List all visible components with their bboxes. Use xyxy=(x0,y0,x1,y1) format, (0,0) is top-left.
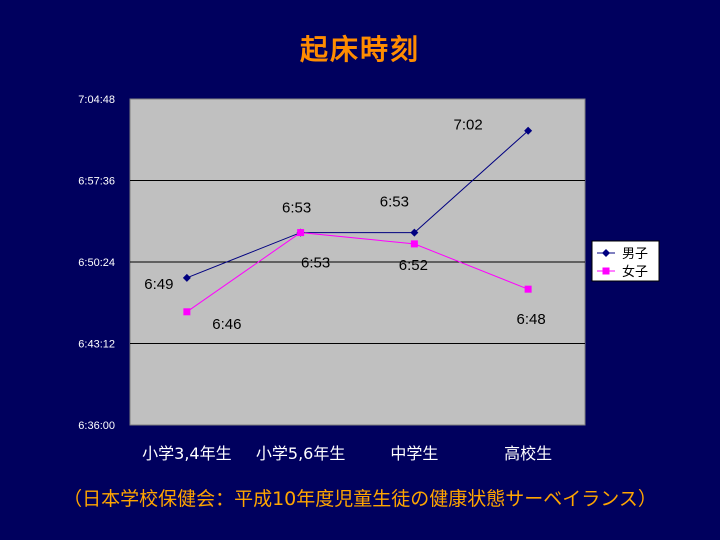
legend: 男子 女子 xyxy=(591,240,660,282)
y-tick-label: 7:04:48 xyxy=(78,94,115,106)
data-labels: 6:49 6:53 6:53 7:02 6:46 6:53 6:52 6:48 xyxy=(144,117,545,333)
x-tick-label: 小学3,4年生 xyxy=(142,444,231,463)
data-label: 6:52 xyxy=(399,257,428,274)
legend-marker-boys xyxy=(602,249,610,257)
chart-title: 起床時刻 xyxy=(299,33,420,66)
y-tick-label: 6:57:36 xyxy=(78,176,115,188)
source-note: （日本学校保健会：平成10年度児童生徒の健康状態サーベイランス） xyxy=(63,488,657,510)
data-point xyxy=(524,126,533,135)
data-label: 6:46 xyxy=(212,316,241,333)
data-point xyxy=(297,229,305,237)
gridlines xyxy=(130,180,585,344)
data-point xyxy=(183,308,191,316)
y-axis-ticks: 7:04:48 6:57:36 6:50:24 6:43:12 6:36:00 xyxy=(78,94,115,432)
data-point xyxy=(410,228,419,237)
y-tick-label: 6:36:00 xyxy=(78,420,115,432)
data-label: 6:53 xyxy=(380,194,409,211)
x-tick-label: 小学5,6年生 xyxy=(256,444,345,463)
data-point xyxy=(524,285,532,293)
y-tick-label: 6:50:24 xyxy=(78,257,115,269)
x-tick-label: 中学生 xyxy=(390,444,438,463)
data-label: 6:53 xyxy=(301,255,330,272)
data-point xyxy=(182,273,191,282)
legend-label-boys: 男子 xyxy=(622,247,648,262)
series-lines xyxy=(186,130,529,313)
series-line-1 xyxy=(186,232,529,313)
data-label: 6:48 xyxy=(517,311,546,328)
y-tick-label: 6:43:12 xyxy=(78,339,115,351)
x-axis-ticks: 小学3,4年生 小学5,6年生 中学生 高校生 xyxy=(142,444,552,463)
data-label: 6:53 xyxy=(282,200,311,217)
data-point xyxy=(410,240,418,248)
series-line-0 xyxy=(186,130,529,279)
legend-marker-girls xyxy=(602,267,610,275)
series-markers xyxy=(182,126,533,316)
data-label: 6:49 xyxy=(144,276,173,293)
legend-label-girls: 女子 xyxy=(622,264,648,280)
x-tick-label: 高校生 xyxy=(504,444,552,463)
data-label: 7:02 xyxy=(454,117,483,134)
